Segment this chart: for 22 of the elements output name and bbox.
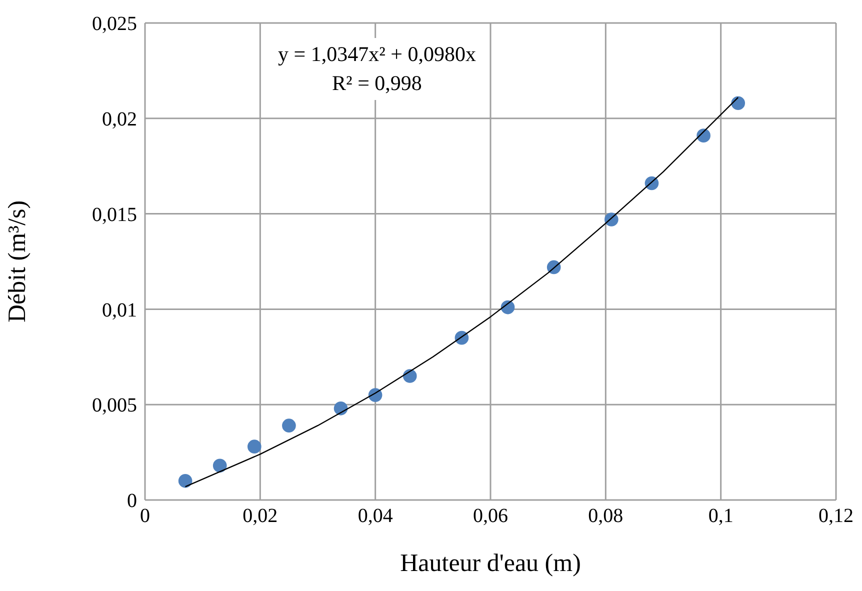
annotation: R² = 0,998 xyxy=(331,70,423,97)
point xyxy=(212,458,227,473)
x-tick-label: 0,06 xyxy=(473,505,508,528)
point xyxy=(402,369,417,383)
x-axis-title: Hauteur d'eau (m) xyxy=(400,550,581,577)
y-tick-label: 0,005 xyxy=(92,394,137,417)
point xyxy=(178,474,192,488)
x-tick-label: 0,04 xyxy=(358,505,393,528)
y-tick-label: 0 xyxy=(127,490,137,512)
x-tick-label: 0,02 xyxy=(242,505,278,528)
y-tick-label: 0,015 xyxy=(92,204,137,226)
x-tick-label: 0,1 xyxy=(708,505,734,528)
x-tick-label: 0,08 xyxy=(588,505,624,528)
point xyxy=(731,96,746,110)
point xyxy=(248,440,262,454)
y-tick-label: 0,025 xyxy=(92,13,137,36)
point xyxy=(334,402,348,416)
x-tick-label: 0,12 xyxy=(818,505,854,528)
y-tick-label: 0,01 xyxy=(102,299,137,322)
annotation: y = 1,0347x² + 0,0980x xyxy=(278,41,476,68)
y-tick-label: 0,02 xyxy=(102,108,137,130)
point xyxy=(282,418,296,432)
